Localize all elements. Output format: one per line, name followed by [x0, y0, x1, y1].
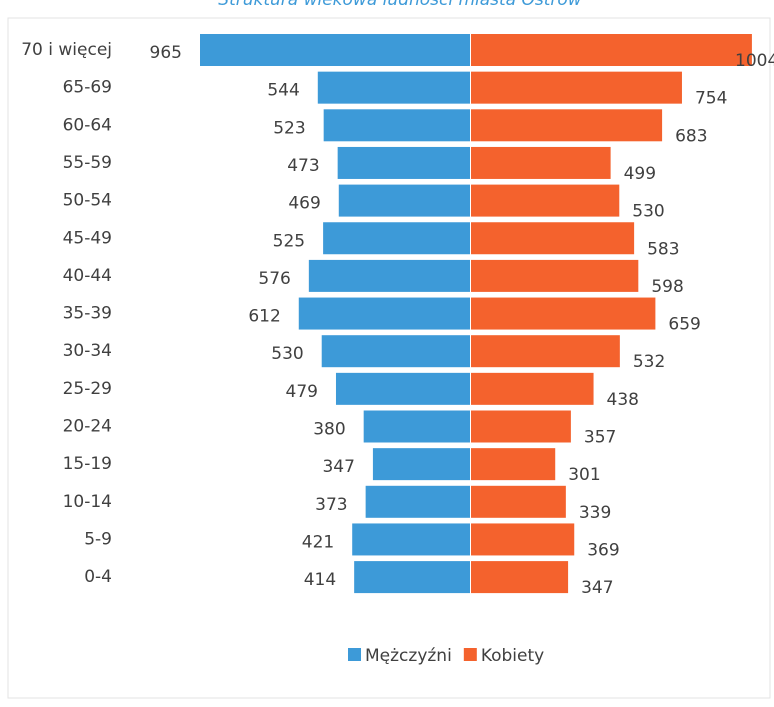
bar	[298, 297, 470, 330]
bar	[471, 372, 594, 405]
data-label: 965	[150, 43, 182, 63]
bar	[471, 297, 656, 330]
data-label: 339	[579, 503, 611, 523]
y-tick-label: 25-29	[63, 379, 112, 399]
y-tick-label: 0-4	[84, 567, 112, 587]
y-tick-label: 15-19	[63, 454, 112, 474]
y-tick-label: 55-59	[63, 153, 112, 173]
bar	[308, 259, 470, 292]
y-tick-label: 60-64	[63, 115, 112, 135]
bar	[471, 34, 752, 66]
data-label: 683	[675, 126, 707, 146]
bar	[471, 335, 620, 368]
data-label: 523	[273, 118, 305, 138]
data-label: 357	[584, 428, 616, 448]
y-tick-label: 70 i więcej	[21, 40, 112, 60]
bar	[321, 335, 470, 368]
data-label: 754	[695, 89, 727, 109]
data-label: 479	[286, 382, 318, 402]
bar	[354, 561, 470, 594]
bar	[471, 71, 682, 104]
data-label: 438	[607, 390, 639, 410]
legend-label: Kobiety	[481, 646, 544, 666]
data-label: 530	[632, 202, 664, 222]
bar	[338, 184, 470, 217]
bar	[335, 372, 470, 405]
bar	[471, 109, 663, 142]
bar	[317, 71, 470, 104]
data-label: 347	[322, 457, 354, 477]
data-label: 499	[624, 164, 656, 184]
data-label: 525	[273, 231, 305, 251]
y-tick-label: 10-14	[63, 492, 112, 512]
bar	[471, 259, 639, 292]
data-label: 380	[313, 420, 345, 440]
data-label: 469	[288, 194, 320, 214]
bar	[337, 146, 470, 179]
bar	[471, 222, 635, 255]
y-tick-label: 20-24	[63, 417, 112, 437]
bar	[323, 109, 470, 142]
bar	[471, 523, 575, 556]
bar	[352, 523, 470, 556]
bar	[200, 34, 470, 66]
bar	[471, 485, 566, 518]
data-label: 301	[568, 465, 600, 485]
legend-swatch	[348, 648, 361, 661]
bar	[363, 410, 470, 443]
data-label: 414	[304, 570, 336, 590]
bar	[372, 448, 470, 481]
legend-label: Mężczyźni	[365, 646, 452, 666]
y-tick-label: 65-69	[63, 78, 112, 98]
data-label: 1004	[735, 51, 774, 71]
y-tick-label: 45-49	[63, 228, 112, 248]
bar	[471, 410, 571, 443]
data-label: 421	[302, 532, 334, 552]
data-label: 544	[267, 81, 299, 101]
bar	[365, 485, 470, 518]
y-tick-label: 5-9	[84, 529, 112, 549]
bar	[471, 146, 611, 179]
data-label: 473	[287, 156, 319, 176]
data-label: 583	[647, 239, 679, 259]
data-label: 532	[633, 352, 665, 372]
data-label: 612	[248, 307, 280, 327]
chart-border	[7, 17, 771, 699]
bar	[471, 184, 620, 217]
data-label: 347	[581, 578, 613, 598]
data-label: 369	[587, 540, 619, 560]
chart-title: Struktura wiekowa ludności miasta Ostrów	[218, 0, 582, 10]
data-label: 598	[651, 277, 683, 297]
data-label: 530	[271, 344, 303, 364]
data-label: 373	[315, 495, 347, 515]
y-tick-label: 35-39	[63, 304, 112, 324]
y-tick-label: 40-44	[63, 266, 112, 286]
data-label: 576	[258, 269, 290, 289]
data-label: 659	[668, 315, 700, 335]
bar	[323, 222, 470, 255]
y-tick-label: 50-54	[63, 191, 112, 211]
legend-swatch	[463, 648, 477, 661]
bar	[471, 561, 569, 594]
y-tick-label: 30-34	[63, 341, 112, 361]
bar	[471, 448, 556, 481]
